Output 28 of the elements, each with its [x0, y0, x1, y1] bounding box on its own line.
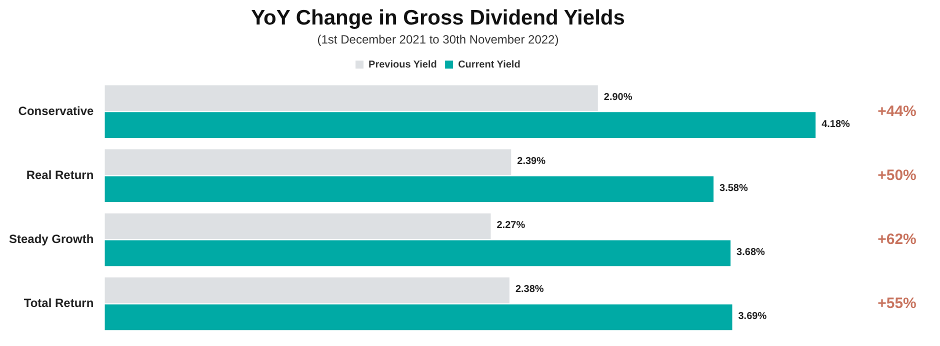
- chart-title: YoY Change in Gross Dividend Yields: [251, 6, 625, 30]
- y-tick-label: Real Return: [26, 168, 94, 182]
- bar: [104, 277, 510, 304]
- legend-label: Current Yield: [458, 59, 520, 70]
- text: +44%: [878, 102, 916, 120]
- data-label: 2.38%: [515, 284, 544, 296]
- data-label: 2.27%: [496, 220, 526, 232]
- bar: [104, 240, 731, 266]
- bar: [104, 213, 491, 240]
- data-label: 3.58%: [720, 182, 748, 194]
- bar: [104, 304, 732, 330]
- chart-subtitle: (1st December 2021 to 30th November 2022): [317, 32, 559, 47]
- y-tick-label: Steady Growth: [8, 232, 94, 246]
- bar: [104, 85, 598, 112]
- text: +50%: [878, 166, 916, 184]
- y-tick-label: Total Return: [24, 296, 94, 310]
- data-label: 2.90%: [604, 92, 632, 103]
- text: +55%: [878, 294, 916, 312]
- bar: [104, 112, 816, 138]
- data-label: 3.68%: [736, 246, 766, 258]
- legend-label: Previous Yield: [368, 59, 437, 70]
- data-label: 4.18%: [822, 118, 850, 130]
- data-label: 3.69%: [738, 310, 767, 322]
- bar: [104, 176, 714, 202]
- text: +62%: [878, 230, 916, 248]
- bar: [104, 149, 512, 176]
- data-label: 2.39%: [517, 156, 546, 167]
- y-tick-label: Conservative: [18, 104, 94, 118]
